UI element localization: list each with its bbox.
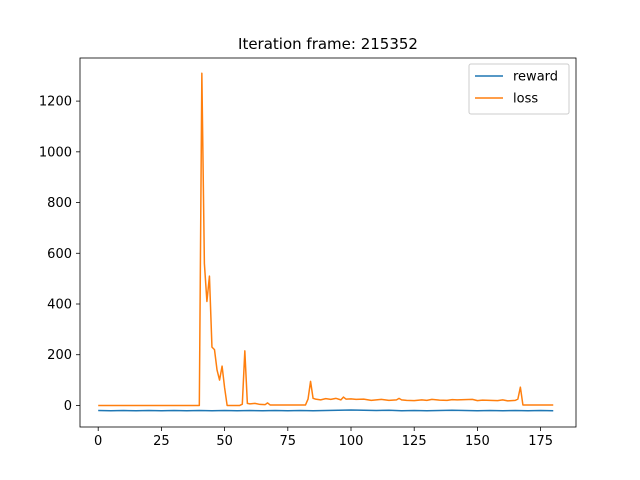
legend-label-loss: loss	[513, 92, 538, 107]
x-tick-label: 175	[528, 434, 553, 449]
y-tick-label: 1200	[39, 95, 72, 110]
legend: reward loss	[468, 63, 570, 115]
x-tick-label: 125	[402, 434, 427, 449]
x-tick-label: 75	[280, 434, 297, 449]
x-tick-label: 25	[153, 434, 170, 449]
x-tick-label: 50	[216, 434, 233, 449]
y-tick-label: 400	[47, 298, 72, 313]
y-tick-label: 800	[47, 196, 72, 211]
y-tick-label: 200	[47, 348, 72, 363]
x-tick-label: 0	[94, 434, 102, 449]
y-tick-label: 600	[47, 247, 72, 262]
legend-label-reward: reward	[513, 70, 558, 85]
x-tick-label: 150	[465, 434, 490, 449]
y-tick-label: 0	[64, 399, 72, 414]
plot-area: 0 25 50 75 100 125 150 175 0 200 400 600 800 1000 1200	[39, 57, 577, 449]
y-tick-label: 1000	[39, 145, 72, 160]
axes-frame	[79, 57, 577, 428]
series-line-loss	[98, 72, 554, 407]
chart-title: Iteration frame: 215352	[238, 35, 418, 53]
series-line-reward	[98, 409, 554, 412]
x-tick-label: 100	[339, 434, 364, 449]
